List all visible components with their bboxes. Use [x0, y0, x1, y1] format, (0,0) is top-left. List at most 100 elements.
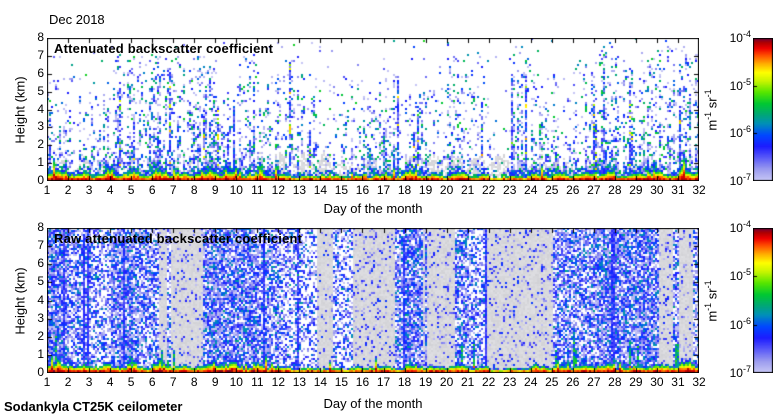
x-tick-label: 32	[692, 183, 706, 197]
y-tick-label: 8	[37, 30, 44, 44]
exponent: -4	[742, 219, 751, 229]
x-tick-label: 24	[524, 183, 538, 197]
x-tick-label: 16	[355, 183, 370, 197]
x-tick-label: 29	[629, 375, 643, 389]
x-tick-label: 28	[608, 375, 622, 389]
x-tick-label: 19	[418, 375, 433, 389]
x-tick-label: 23	[503, 375, 517, 389]
x-tick-label: 26	[566, 183, 580, 197]
colorbar-tick-label: 10-7	[729, 364, 751, 381]
x-tick-label: 17	[376, 375, 391, 389]
date-title: Dec 2018	[49, 12, 105, 27]
y-tick-label: 6	[37, 65, 44, 80]
x-tick-label: 12	[271, 375, 286, 389]
x-tick-label: 1	[43, 375, 51, 389]
x-tick-label: 7	[169, 375, 177, 389]
x-tick-label: 29	[629, 183, 643, 197]
x-tick-label: 18	[397, 183, 412, 197]
x-tick-label: 19	[418, 183, 433, 197]
x-tick-label: 10	[229, 183, 243, 197]
panel2-xlabel: Day of the month	[323, 396, 423, 411]
x-tick-label: 16	[355, 375, 370, 389]
x-tick-label: 15	[334, 375, 349, 389]
x-tick-label: 7	[169, 183, 177, 197]
colorbar-tick-label: 10-6	[729, 315, 751, 332]
panel1-xlabel: Day of the month	[323, 201, 423, 216]
x-tick-label: 3	[85, 183, 93, 197]
colorbar-tick-label: 10-5	[729, 267, 751, 284]
x-tick-label: 23	[503, 183, 517, 197]
x-tick-label: 20	[439, 183, 454, 197]
colorbar-2	[753, 228, 773, 373]
x-tick-label: 20	[439, 375, 454, 389]
x-tick-label: 17	[376, 183, 391, 197]
exponent: -5	[742, 76, 751, 87]
x-tick-label: 9	[211, 183, 219, 197]
y-tick-label: 0	[37, 173, 44, 187]
x-tick-label: 21	[460, 375, 475, 389]
x-tick-label: 14	[313, 375, 328, 389]
heatmap-raw-backscatter	[47, 228, 699, 373]
x-tick-label: 27	[587, 375, 601, 389]
x-tick-label: 28	[608, 183, 622, 197]
x-tick-label: 26	[566, 375, 580, 389]
instrument-caption: Sodankyla CT25K ceilometer	[4, 399, 183, 414]
x-tick-label: 2	[64, 183, 72, 197]
x-tick-label: 22	[481, 375, 496, 389]
x-tick-label: 30	[650, 375, 664, 389]
y-tick-label: 6	[37, 256, 44, 271]
x-tick-label: 15	[334, 183, 349, 197]
y-tick-label: 2	[37, 137, 44, 152]
y-tick-label: 4	[37, 292, 44, 307]
x-tick-label: 13	[292, 183, 307, 197]
exponent: -4	[742, 29, 751, 39]
x-tick-label: 11	[251, 375, 264, 389]
y-tick-label: 7	[37, 238, 44, 253]
x-tick-label: 31	[671, 375, 685, 389]
x-tick-label: 24	[524, 375, 538, 389]
x-tick-label: 27	[587, 183, 601, 197]
x-tick-label: 2	[64, 375, 72, 389]
x-tick-label: 25	[545, 183, 559, 197]
y-tick-label: 8	[37, 220, 44, 234]
y-tick-label: 7	[37, 47, 44, 62]
y-tick-label: 2	[37, 328, 44, 343]
exponent: -7	[742, 364, 751, 374]
x-tick-label: 25	[545, 375, 559, 389]
x-tick-label: 5	[127, 183, 135, 197]
x-tick-label: 12	[271, 183, 286, 197]
x-tick-label: 8	[190, 183, 198, 197]
y-tick-label: 4	[37, 101, 44, 116]
exponent: -1	[703, 302, 714, 311]
x-tick-label: 30	[650, 183, 664, 197]
exponent: -1	[703, 280, 714, 289]
x-tick-label: 1	[43, 183, 51, 197]
x-tick-label: 6	[148, 183, 156, 197]
x-tick-label: 9	[211, 375, 219, 389]
x-tick-label: 22	[481, 183, 496, 197]
y-tick-label: 1	[37, 346, 44, 361]
colorbar-tick-label: 10-7	[729, 172, 751, 189]
y-tick-label: 3	[37, 119, 44, 134]
exponent: -6	[742, 124, 751, 135]
x-tick-label: 21	[460, 183, 475, 197]
y-tick-label: 0	[37, 365, 44, 379]
colorbar1-unit-label: m-1 sr-1	[703, 89, 720, 131]
colorbar-tick-label: 10-4	[729, 29, 751, 46]
y-tick-label: 3	[37, 310, 44, 325]
exponent: -6	[742, 315, 751, 326]
colorbar-1	[753, 38, 773, 181]
x-tick-label: 14	[313, 183, 328, 197]
exponent: -5	[742, 267, 751, 278]
y-tick-label: 1	[37, 155, 44, 170]
x-tick-label: 3	[85, 375, 93, 389]
panel1-title: Attenuated backscatter coefficient	[54, 41, 274, 56]
x-tick-label: 31	[671, 183, 685, 197]
y-tick-label: 5	[37, 274, 44, 289]
x-tick-label: 6	[148, 375, 156, 389]
x-tick-label: 4	[106, 183, 114, 197]
x-tick-label: 18	[397, 375, 412, 389]
y-tick-label: 5	[37, 83, 44, 98]
x-tick-label: 5	[127, 375, 135, 389]
